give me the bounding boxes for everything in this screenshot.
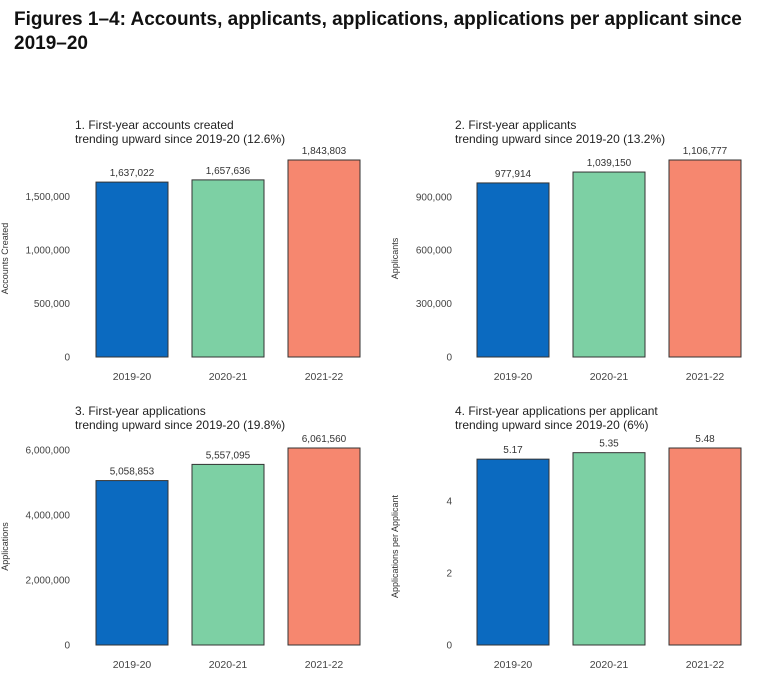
- chart-1-y-tick-label: 1,000,000: [26, 246, 71, 257]
- chart-2-x-tick-label: 2020-21: [590, 371, 629, 383]
- chart-2-data-label: 977,914: [495, 169, 532, 180]
- chart-1-x-tick-label: 2021-22: [305, 371, 344, 383]
- chart-3-title-line: 3. First-year applications: [75, 404, 206, 418]
- chart-2-bar: [572, 171, 646, 358]
- chart-4-x-tick-label: 2021-22: [686, 659, 725, 671]
- chart-1-title-line: trending upward since 2019-20 (12.6%): [75, 132, 285, 146]
- chart-2-bar: [476, 182, 550, 358]
- page-title: Figures 1–4: Accounts, applicants, appli…: [14, 9, 742, 54]
- chart-4-y-tick-label: 2: [446, 569, 452, 580]
- chart-3-title-line: trending upward since 2019-20 (19.8%): [75, 418, 285, 432]
- chart-3-x-tick-label: 2019-20: [113, 659, 152, 671]
- chart-3-y-tick-label: 0: [64, 641, 70, 652]
- chart-1-bar: [95, 181, 169, 358]
- chart-1-bar: [191, 179, 265, 358]
- chart-2-y-tick-label: 0: [446, 353, 452, 364]
- chart-3-data-label: 5,557,095: [206, 450, 251, 461]
- chart-2-data-label: 1,039,150: [587, 158, 632, 169]
- chart-2-y-tick-label: 900,000: [416, 192, 453, 203]
- chart-3-bar: [95, 480, 169, 646]
- chart-4-title-line: trending upward since 2019-20 (6%): [455, 418, 648, 432]
- chart-1-data-label: 1,657,636: [206, 166, 251, 177]
- chart-1-bar: [287, 159, 361, 358]
- chart-2-bar: [668, 159, 742, 358]
- chart-3-y-tick-label: 4,000,000: [26, 511, 71, 522]
- chart-3-bar: [191, 463, 265, 646]
- chart-4-title-line: 4. First-year applications per applicant: [455, 404, 658, 418]
- chart-4-y-tick-label: 0: [446, 641, 452, 652]
- chart-2-y-tick-label: 600,000: [416, 246, 453, 257]
- chart-2-y-tick-label: 300,000: [416, 299, 453, 310]
- chart-1-y-axis-label: Accounts Created: [0, 223, 10, 295]
- chart-4-bar: [572, 452, 646, 646]
- chart-4-data-label: 5.48: [695, 434, 715, 445]
- chart-1-y-tick-label: 500,000: [34, 299, 71, 310]
- chart-1-data-label: 1,637,022: [110, 168, 155, 179]
- chart-2-x-tick-label: 2021-22: [686, 371, 725, 383]
- chart-4-x-tick-label: 2020-21: [590, 659, 629, 671]
- chart-3-data-label: 6,061,560: [302, 434, 347, 445]
- chart-2-data-label: 1,106,777: [683, 146, 728, 157]
- chart-2-y-axis-label: Applicants: [390, 237, 400, 279]
- chart-3-data-label: 5,058,853: [110, 467, 155, 478]
- chart-1-y-tick-label: 0: [64, 353, 70, 364]
- chart-1-x-tick-label: 2020-21: [209, 371, 248, 383]
- chart-4-data-label: 5.17: [503, 445, 523, 456]
- chart-1-x-tick-label: 2019-20: [113, 371, 152, 383]
- chart-3-y-tick-label: 2,000,000: [26, 576, 71, 587]
- chart-2-title-line: 2. First-year applicants: [455, 118, 576, 132]
- chart-3-x-tick-label: 2021-22: [305, 659, 344, 671]
- chart-4-y-tick-label: 4: [446, 497, 452, 508]
- chart-4-data-label: 5.35: [599, 439, 619, 450]
- chart-1-data-label: 1,843,803: [302, 146, 347, 157]
- chart-2-x-tick-label: 2019-20: [494, 371, 533, 383]
- chart-3-bar: [287, 447, 361, 646]
- chart-4-y-axis-label: Applications per Applicant: [390, 494, 400, 598]
- chart-4-x-tick-label: 2019-20: [494, 659, 533, 671]
- chart-3-y-tick-label: 6,000,000: [26, 446, 71, 457]
- chart-1-y-tick-label: 1,500,000: [26, 192, 71, 203]
- chart-2-title-line: trending upward since 2019-20 (13.2%): [455, 132, 665, 146]
- chart-4-bar: [668, 447, 742, 646]
- chart-3-y-axis-label: Applications: [0, 522, 10, 571]
- chart-1-title-line: 1. First-year accounts created: [75, 118, 234, 132]
- chart-4-bar: [476, 458, 550, 646]
- chart-3-x-tick-label: 2020-21: [209, 659, 248, 671]
